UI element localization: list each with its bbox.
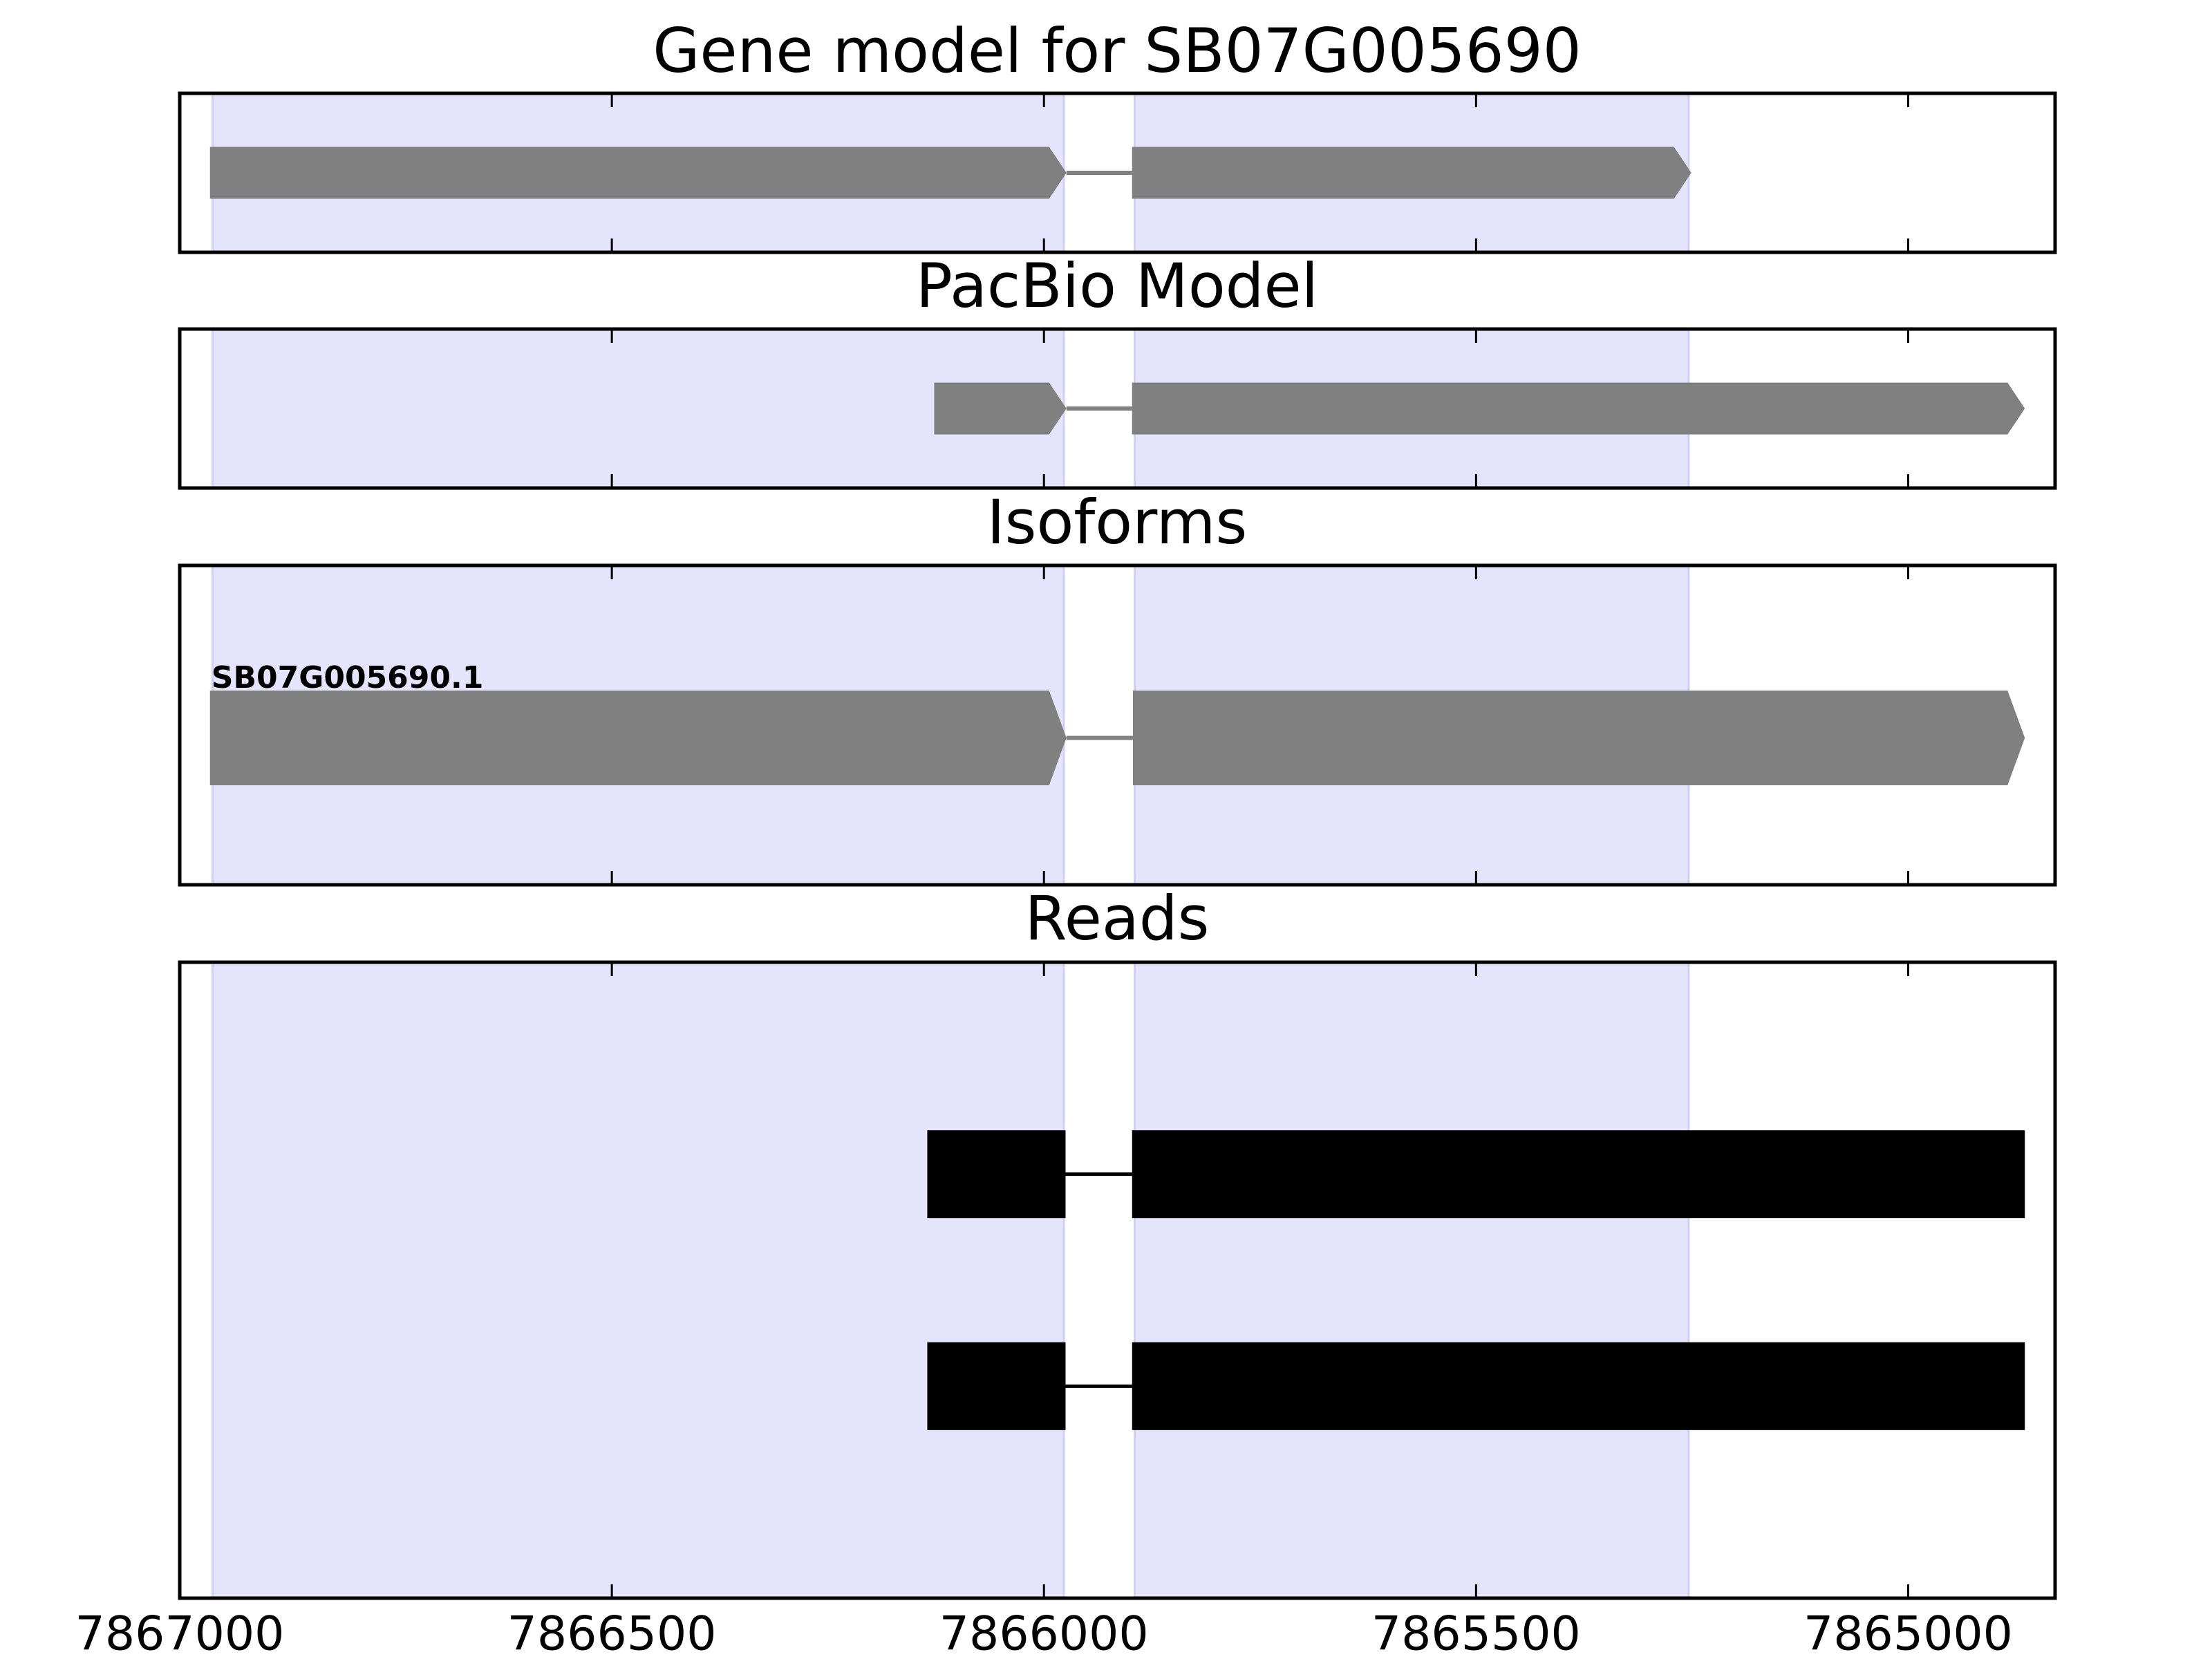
x-tick-label: 7866500 <box>507 1607 717 1659</box>
x-tick-label: 7866000 <box>939 1607 1149 1659</box>
highlight-region <box>1134 961 1690 1600</box>
panel-frame <box>178 327 2057 490</box>
panel-title: Reads <box>1025 883 1210 954</box>
x-tick-label: 7865000 <box>1803 1607 2013 1659</box>
read-block <box>927 1130 1066 1219</box>
panel-frame <box>178 91 2057 254</box>
isoform-label: SB07G005690.1 <box>212 660 484 695</box>
panel-frame <box>178 563 2057 887</box>
exon <box>1133 690 2025 785</box>
read-block <box>927 1342 1066 1430</box>
exon <box>1132 147 1691 199</box>
read-block <box>1132 1130 2025 1219</box>
read-block <box>1132 1342 2025 1430</box>
x-tick-label: 7867000 <box>75 1607 285 1659</box>
panel-title: PacBio Model <box>916 250 1318 321</box>
exon <box>1132 382 2025 435</box>
exon <box>209 690 1067 785</box>
panel-title: Gene model for SB07G005690 <box>653 15 1582 86</box>
x-tick-label: 7865500 <box>1371 1607 1581 1659</box>
panel-title: Isoforms <box>987 487 1248 558</box>
panel-frame <box>178 960 2057 1600</box>
exon <box>209 147 1067 199</box>
highlight-region <box>212 961 1065 1600</box>
exon <box>934 382 1067 435</box>
